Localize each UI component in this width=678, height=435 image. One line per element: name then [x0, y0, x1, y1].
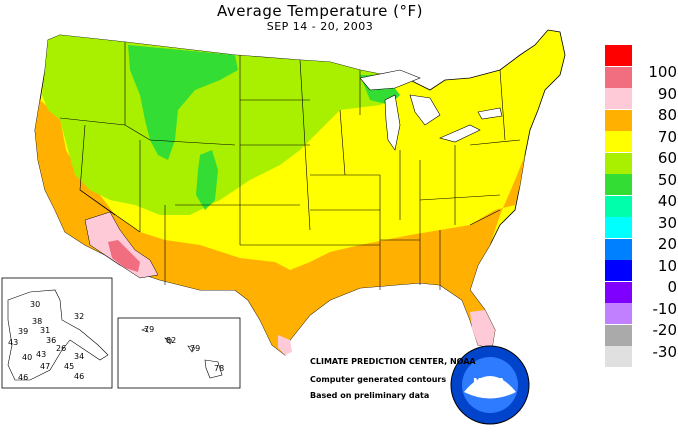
- legend-label: 100: [648, 63, 677, 81]
- region-40-north: [128, 45, 238, 160]
- legend-swatch: [605, 174, 632, 195]
- alaska-outline: [7, 289, 109, 381]
- alaska-value-label: 38: [32, 317, 43, 326]
- legend-swatch: [605, 238, 632, 260]
- map-title: Average Temperature (°F): [217, 2, 423, 20]
- alaska-value-label: 46: [74, 372, 85, 381]
- state-borders: [59, 42, 521, 290]
- legend-label: -20: [652, 321, 678, 339]
- alaska-value-label: 43: [8, 338, 19, 347]
- region-90: [108, 240, 140, 272]
- legend-swatch: [605, 66, 632, 88]
- legend-swatch: [605, 303, 632, 324]
- legend-swatch: [605, 131, 632, 152]
- alaska-value-label: 47: [40, 362, 51, 371]
- legend-label: -10: [652, 299, 678, 318]
- legend-label: 10: [657, 256, 677, 275]
- region-50: [42, 35, 400, 215]
- legend-swatch: [605, 217, 632, 238]
- alaska-value-label: 45: [64, 362, 75, 371]
- lake-ontario: [477, 107, 503, 120]
- noaa-logo: [450, 345, 530, 425]
- lake-erie: [439, 124, 481, 143]
- hawaii-value-label: 79: [144, 325, 155, 334]
- hawaii-islands: [141, 327, 223, 379]
- legend-label: 30: [657, 213, 677, 232]
- legend-swatch: [605, 195, 632, 217]
- region-40-south: [196, 150, 218, 210]
- legend-label: 90: [657, 84, 677, 103]
- lake-superior: [359, 69, 421, 91]
- legend-swatch: [605, 152, 632, 174]
- legend-label: 60: [657, 149, 677, 167]
- map-subtitle: SEP 14 - 20, 2003: [266, 20, 374, 33]
- alaska-value-label: 40: [22, 353, 33, 362]
- lake-michigan: [384, 94, 401, 151]
- legend-swatch: [605, 260, 632, 281]
- alaska-value-label: 26: [56, 344, 67, 353]
- noaa-logo-text: NOAA: [473, 377, 506, 388]
- legend-label: 40: [657, 192, 677, 210]
- legend-swatch: [605, 281, 632, 303]
- alaska-value-label: 46: [18, 373, 29, 382]
- credit-line-3: Based on preliminary data: [310, 391, 430, 400]
- alaska-value-label: 34: [74, 352, 85, 361]
- legend-label: 70: [657, 127, 677, 146]
- legend-label: -30: [652, 342, 678, 361]
- legend-label: 50: [657, 170, 677, 189]
- alaska-value-label: 31: [40, 326, 51, 335]
- legend-label: 0: [667, 278, 677, 296]
- alaska-value-label: 43: [36, 350, 47, 359]
- credit-line-2: Computer generated contours: [310, 375, 447, 384]
- legend-swatch: [605, 88, 632, 109]
- hawaii-value-label: 82: [166, 336, 177, 345]
- legend-swatch: [605, 346, 632, 367]
- lake-huron: [409, 94, 441, 126]
- region-80-florida: [470, 310, 495, 348]
- hawaii-value-label: 79: [190, 344, 201, 353]
- alaska-value-label: 36: [46, 336, 57, 345]
- legend-swatch: [605, 324, 632, 346]
- region-80-texas: [278, 335, 292, 355]
- hawaii-inset-frame: [117, 317, 241, 389]
- hawaii-value-label: 78: [214, 364, 225, 373]
- legend-label: 80: [657, 106, 677, 124]
- alaska-value-label: 39: [18, 327, 29, 336]
- alaska-value-label: 30: [30, 300, 41, 309]
- legend-label: 20: [657, 235, 677, 253]
- legend-swatch: [605, 109, 632, 131]
- alaska-value-label: 32: [74, 312, 85, 321]
- legend-swatch: [605, 45, 632, 66]
- credit-line-1: CLIMATE PREDICTION CENTER, NOAA: [310, 357, 476, 366]
